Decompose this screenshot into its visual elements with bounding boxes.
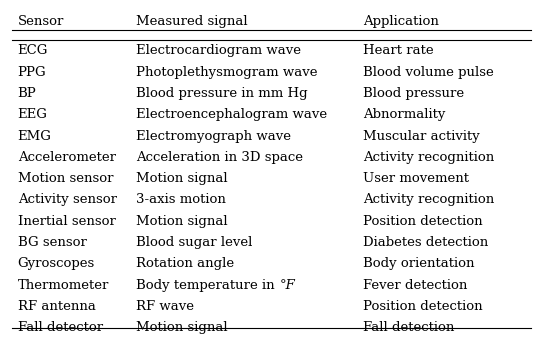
Text: User movement: User movement xyxy=(363,172,469,185)
Text: Measured signal: Measured signal xyxy=(136,15,248,28)
Text: BP: BP xyxy=(17,87,36,100)
Text: 3-axis motion: 3-axis motion xyxy=(136,193,226,207)
Text: Motion sensor: Motion sensor xyxy=(17,172,113,185)
Text: EMG: EMG xyxy=(17,130,52,143)
Text: Fever detection: Fever detection xyxy=(363,279,468,292)
Text: Blood pressure: Blood pressure xyxy=(363,87,464,100)
Text: Body orientation: Body orientation xyxy=(363,257,475,270)
Text: Motion signal: Motion signal xyxy=(136,321,228,334)
Text: Blood sugar level: Blood sugar level xyxy=(136,236,253,249)
Text: Gyroscopes: Gyroscopes xyxy=(17,257,95,270)
Text: Acceleration in 3D space: Acceleration in 3D space xyxy=(136,151,304,164)
Text: Blood volume pulse: Blood volume pulse xyxy=(363,66,494,79)
Text: RF antenna: RF antenna xyxy=(17,300,96,313)
Text: Photoplethysmogram wave: Photoplethysmogram wave xyxy=(136,66,318,79)
Text: ECG: ECG xyxy=(17,44,48,57)
Text: Activity sensor: Activity sensor xyxy=(17,193,117,207)
Text: Accelerometer: Accelerometer xyxy=(17,151,116,164)
Text: Abnormality: Abnormality xyxy=(363,108,446,121)
Text: Blood pressure in mm Hg: Blood pressure in mm Hg xyxy=(136,87,308,100)
Text: Electrocardiogram wave: Electrocardiogram wave xyxy=(136,44,301,57)
Text: Rotation angle: Rotation angle xyxy=(136,257,235,270)
Text: Motion signal: Motion signal xyxy=(136,172,228,185)
Text: Activity recognition: Activity recognition xyxy=(363,193,495,207)
Text: EEG: EEG xyxy=(17,108,47,121)
Text: Electroencephalogram wave: Electroencephalogram wave xyxy=(136,108,327,121)
Text: Activity recognition: Activity recognition xyxy=(363,151,495,164)
Text: Application: Application xyxy=(363,15,439,28)
Text: Heart rate: Heart rate xyxy=(363,44,434,57)
Text: Inertial sensor: Inertial sensor xyxy=(17,215,116,228)
Text: PPG: PPG xyxy=(17,66,46,79)
Text: BG sensor: BG sensor xyxy=(17,236,86,249)
Text: Body temperature in: Body temperature in xyxy=(136,279,279,292)
Text: °F: °F xyxy=(280,279,295,292)
Text: RF wave: RF wave xyxy=(136,300,194,313)
Text: Fall detector: Fall detector xyxy=(17,321,103,334)
Text: Position detection: Position detection xyxy=(363,215,483,228)
Text: Thermometer: Thermometer xyxy=(17,279,109,292)
Text: Fall detection: Fall detection xyxy=(363,321,454,334)
Text: Diabetes detection: Diabetes detection xyxy=(363,236,489,249)
Text: Electromyograph wave: Electromyograph wave xyxy=(136,130,292,143)
Text: Muscular activity: Muscular activity xyxy=(363,130,480,143)
Text: Position detection: Position detection xyxy=(363,300,483,313)
Text: Motion signal: Motion signal xyxy=(136,215,228,228)
Text: Sensor: Sensor xyxy=(17,15,64,28)
